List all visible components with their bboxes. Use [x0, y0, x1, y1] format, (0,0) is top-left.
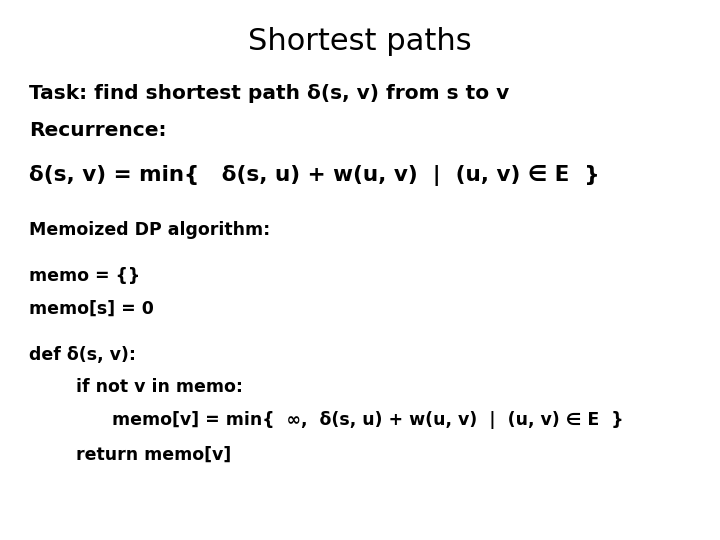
Text: Memoized DP algorithm:: Memoized DP algorithm: [29, 221, 270, 239]
Text: δ(s, v) = min{   δ(s, u) + w(u, v)  |  (u, v) ∈ E  }: δ(s, v) = min{ δ(s, u) + w(u, v) | (u, v… [29, 165, 600, 186]
Text: def δ(s, v):: def δ(s, v): [29, 346, 136, 363]
Text: Recurrence:: Recurrence: [29, 122, 166, 140]
Text: memo[s] = 0: memo[s] = 0 [29, 300, 153, 318]
Text: Task: find shortest path δ(s, v) from s to v: Task: find shortest path δ(s, v) from s … [29, 84, 509, 103]
Text: Shortest paths: Shortest paths [248, 27, 472, 56]
Text: memo = {}: memo = {} [29, 267, 140, 285]
Text: memo[v] = min{  ∞,  δ(s, u) + w(u, v)  |  (u, v) ∈ E  }: memo[v] = min{ ∞, δ(s, u) + w(u, v) | (u… [112, 411, 623, 429]
Text: if not v in memo:: if not v in memo: [76, 378, 243, 396]
Text: return memo[v]: return memo[v] [76, 446, 231, 463]
